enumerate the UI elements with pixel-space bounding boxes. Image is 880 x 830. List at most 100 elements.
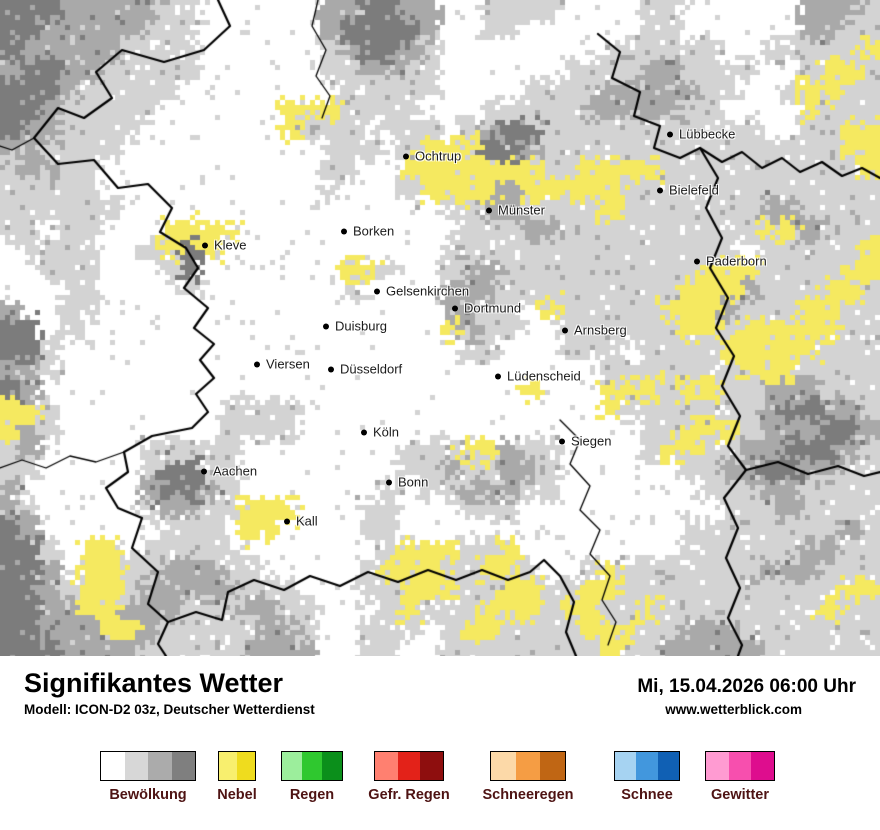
- legend-swatch-cell: [101, 752, 125, 780]
- legend-label: Bewölkung: [109, 787, 187, 803]
- city-marker-bonn: Bonn: [386, 475, 428, 490]
- legend-swatch-cell: [540, 752, 566, 780]
- city-dot-icon: [694, 258, 700, 264]
- legend-swatches-schnee: [614, 751, 680, 781]
- city-dot-icon: [562, 327, 568, 333]
- city-dot-icon: [328, 366, 334, 372]
- city-label: Arnsberg: [574, 322, 627, 338]
- city-dot-icon: [667, 131, 673, 137]
- legend-swatch-cell: [219, 752, 237, 780]
- city-marker-muenster: Münster: [486, 203, 545, 218]
- city-dot-icon: [323, 323, 329, 329]
- city-dot-icon: [254, 361, 260, 367]
- city-marker-luedenscheid: Lüdenscheid: [495, 369, 581, 384]
- city-label: Gelsenkirchen: [386, 283, 470, 299]
- legend-group-bewoelkung: Bewölkung: [100, 751, 196, 811]
- legend: Bewölkung Nebel Regen Gefr. Regen Schneerege…: [0, 751, 880, 811]
- city-marker-duisburg: Duisburg: [323, 319, 387, 334]
- weather-map: Ochtrup Lübbecke Bielefeld Münster Borken Kle…: [0, 0, 880, 656]
- city-dot-icon: [341, 228, 347, 234]
- legend-label: Schneeregen: [482, 787, 574, 803]
- city-marker-arnsberg: Arnsberg: [562, 323, 627, 338]
- city-label: Ochtrup: [415, 148, 462, 164]
- legend-swatch-cell: [322, 752, 342, 780]
- website-url: www.wetterblick.com: [665, 702, 802, 717]
- page-title: Signifikantes Wetter: [24, 668, 284, 698]
- city-dot-icon: [201, 468, 207, 474]
- city-marker-borken: Borken: [341, 224, 394, 239]
- city-label: Siegen: [571, 433, 612, 449]
- city-label: Bielefeld: [669, 182, 719, 198]
- legend-swatch-cell: [706, 752, 729, 780]
- city-label: Paderborn: [706, 253, 767, 269]
- city-label: Dortmund: [464, 300, 522, 316]
- city-label: Duisburg: [335, 318, 388, 334]
- legend-swatch-cell: [657, 752, 679, 780]
- legend-group-schnee: Schnee: [614, 751, 680, 811]
- city-dot-icon: [495, 373, 501, 379]
- city-marker-kall: Kall: [284, 514, 318, 529]
- legend-swatches-nebel: [218, 751, 256, 781]
- forecast-datetime: Mi, 15.04.2026 06:00 Uhr: [637, 676, 856, 697]
- city-dot-icon: [403, 153, 409, 159]
- city-marker-layer: Ochtrup Lübbecke Bielefeld Münster Borken Kle…: [201, 127, 767, 529]
- city-label: Lüdenscheid: [507, 368, 581, 384]
- legend-swatches-gewitter: [705, 751, 775, 781]
- city-marker-paderborn: Paderborn: [694, 254, 767, 269]
- title-row: Signifikantes Wetter Mi, 15.04.2026 06:0…: [0, 656, 880, 699]
- legend-swatches-regen: [281, 751, 343, 781]
- city-marker-dortmund: Dortmund: [452, 301, 521, 316]
- legend-swatches-gefr-regen: [374, 751, 444, 781]
- legend-group-schneeregen: Schneeregen: [482, 751, 574, 811]
- legend-label: Gefr. Regen: [368, 787, 450, 803]
- city-marker-luebbecke: Lübbecke: [667, 127, 735, 142]
- city-dot-icon: [559, 438, 565, 444]
- city-label: Kleve: [214, 237, 247, 253]
- legend-swatch-cell: [124, 752, 148, 780]
- legend-swatches-bewoelkung: [100, 751, 196, 781]
- legend-swatch-cell: [615, 752, 637, 780]
- legend-label: Regen: [289, 787, 335, 803]
- city-label: Aachen: [213, 463, 258, 479]
- city-dot-icon: [361, 429, 367, 435]
- legend-swatch-cell: [302, 752, 322, 780]
- legend-label: Nebel: [217, 787, 257, 803]
- legend-group-nebel: Nebel: [217, 751, 257, 811]
- city-marker-siegen: Siegen: [559, 434, 611, 449]
- legend-swatch-cell: [282, 752, 302, 780]
- model-info: Modell: ICON-D2 03z, Deutscher Wetterdie…: [24, 702, 315, 717]
- city-label: Borken: [353, 223, 395, 239]
- legend-label: Schnee: [621, 787, 673, 803]
- city-dot-icon: [284, 518, 290, 524]
- legend-swatch-cell: [515, 752, 541, 780]
- city-marker-gelsenkirchen: Gelsenkirchen: [374, 284, 469, 299]
- subtitle-row: Modell: ICON-D2 03z, Deutscher Wetterdie…: [0, 699, 880, 717]
- city-dot-icon: [202, 242, 208, 248]
- city-label: Köln: [373, 424, 400, 440]
- city-label: Kall: [296, 513, 318, 529]
- city-label: Münster: [498, 202, 545, 218]
- city-marker-kleve: Kleve: [202, 238, 247, 253]
- legend-swatch-cell: [636, 752, 658, 780]
- legend-swatch-cell: [491, 752, 516, 780]
- legend-swatch-cell: [237, 752, 255, 780]
- city-dot-icon: [452, 305, 458, 311]
- footer-panel: Signifikantes Wetter Mi, 15.04.2026 06:0…: [0, 656, 880, 830]
- city-label: Düsseldorf: [340, 361, 403, 377]
- legend-label: Gewitter: [710, 787, 770, 803]
- city-dot-icon: [374, 288, 380, 294]
- legend-swatch-cell: [397, 752, 421, 780]
- legend-swatch-cell: [751, 752, 775, 780]
- city-dot-icon: [386, 479, 392, 485]
- legend-swatch-cell: [728, 752, 752, 780]
- legend-group-gewitter: Gewitter: [705, 751, 775, 811]
- city-marker-duesseldorf: Düsseldorf: [328, 362, 402, 377]
- legend-group-gefr-regen: Gefr. Regen: [368, 751, 450, 811]
- city-marker-viersen: Viersen: [254, 357, 310, 372]
- legend-swatch-cell: [375, 752, 398, 780]
- weather-raster-canvas: [0, 0, 880, 656]
- legend-swatch-cell: [420, 752, 444, 780]
- city-label: Lübbecke: [679, 126, 736, 142]
- city-marker-bielefeld: Bielefeld: [657, 183, 719, 198]
